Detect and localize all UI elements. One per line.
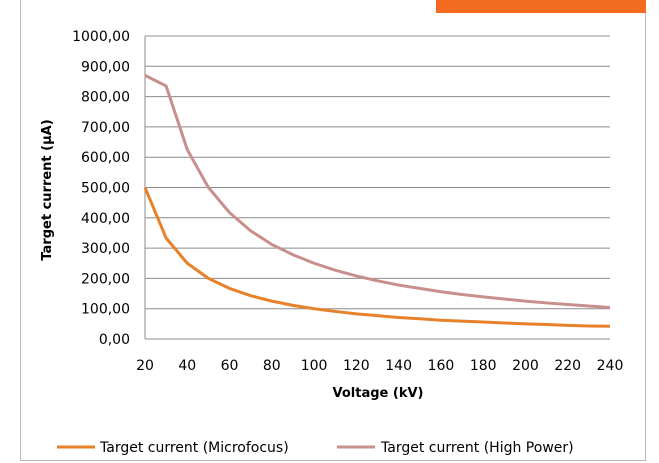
y-tick-label: 300,00: [81, 241, 130, 257]
x-tick-labels: 20 40 60 80 100 120 140 160 180 200 220 240: [136, 358, 623, 374]
y-tick-label: 900,00: [81, 59, 130, 75]
x-tick-label: 100: [301, 358, 328, 374]
y-tick-label: 0,00: [99, 332, 130, 348]
y-tick-label: 200,00: [81, 271, 130, 287]
y-tick-label: 100,00: [81, 302, 130, 318]
gridlines: [144, 35, 610, 340]
y-tick-labels: 0,00 100,00 200,00 300,00 400,00 500,00 600,00…: [72, 29, 130, 348]
y-tick-label: 800,00: [81, 90, 130, 106]
x-tick-label: 240: [597, 358, 624, 374]
y-tick-label: 1000,00: [72, 29, 130, 45]
series-line-high-power: [144, 74, 611, 309]
x-tick-label: 20: [136, 358, 154, 374]
y-tick-label: 500,00: [81, 181, 130, 197]
series-lines: [143, 74, 611, 328]
y-tick-label: 600,00: [81, 150, 130, 166]
y-tick-label: 400,00: [81, 211, 130, 227]
x-tick-label: 160: [428, 358, 455, 374]
x-tick-label: 140: [385, 358, 412, 374]
x-tick-label: 60: [221, 358, 239, 374]
x-tick-label: 180: [470, 358, 497, 374]
series-line-microfocus: [143, 186, 611, 328]
x-tick-label: 220: [554, 358, 581, 374]
x-axis-title: Voltage (kV): [333, 386, 424, 401]
legend-label: Target current (High Power): [380, 440, 574, 456]
x-tick-label: 80: [263, 358, 281, 374]
chart-frame: [20, 0, 646, 461]
x-tick-label: 40: [178, 358, 196, 374]
legend-label: Target current (Microfocus): [99, 440, 289, 456]
x-tick-label: 120: [343, 358, 370, 374]
y-tick-label: 700,00: [81, 120, 130, 136]
legend: Target current (Microfocus) Target curren…: [57, 440, 574, 456]
x-tick-label: 200: [512, 358, 539, 374]
orange-header-tab: [436, 0, 646, 13]
y-axis-title: Target current (µA): [40, 119, 55, 260]
